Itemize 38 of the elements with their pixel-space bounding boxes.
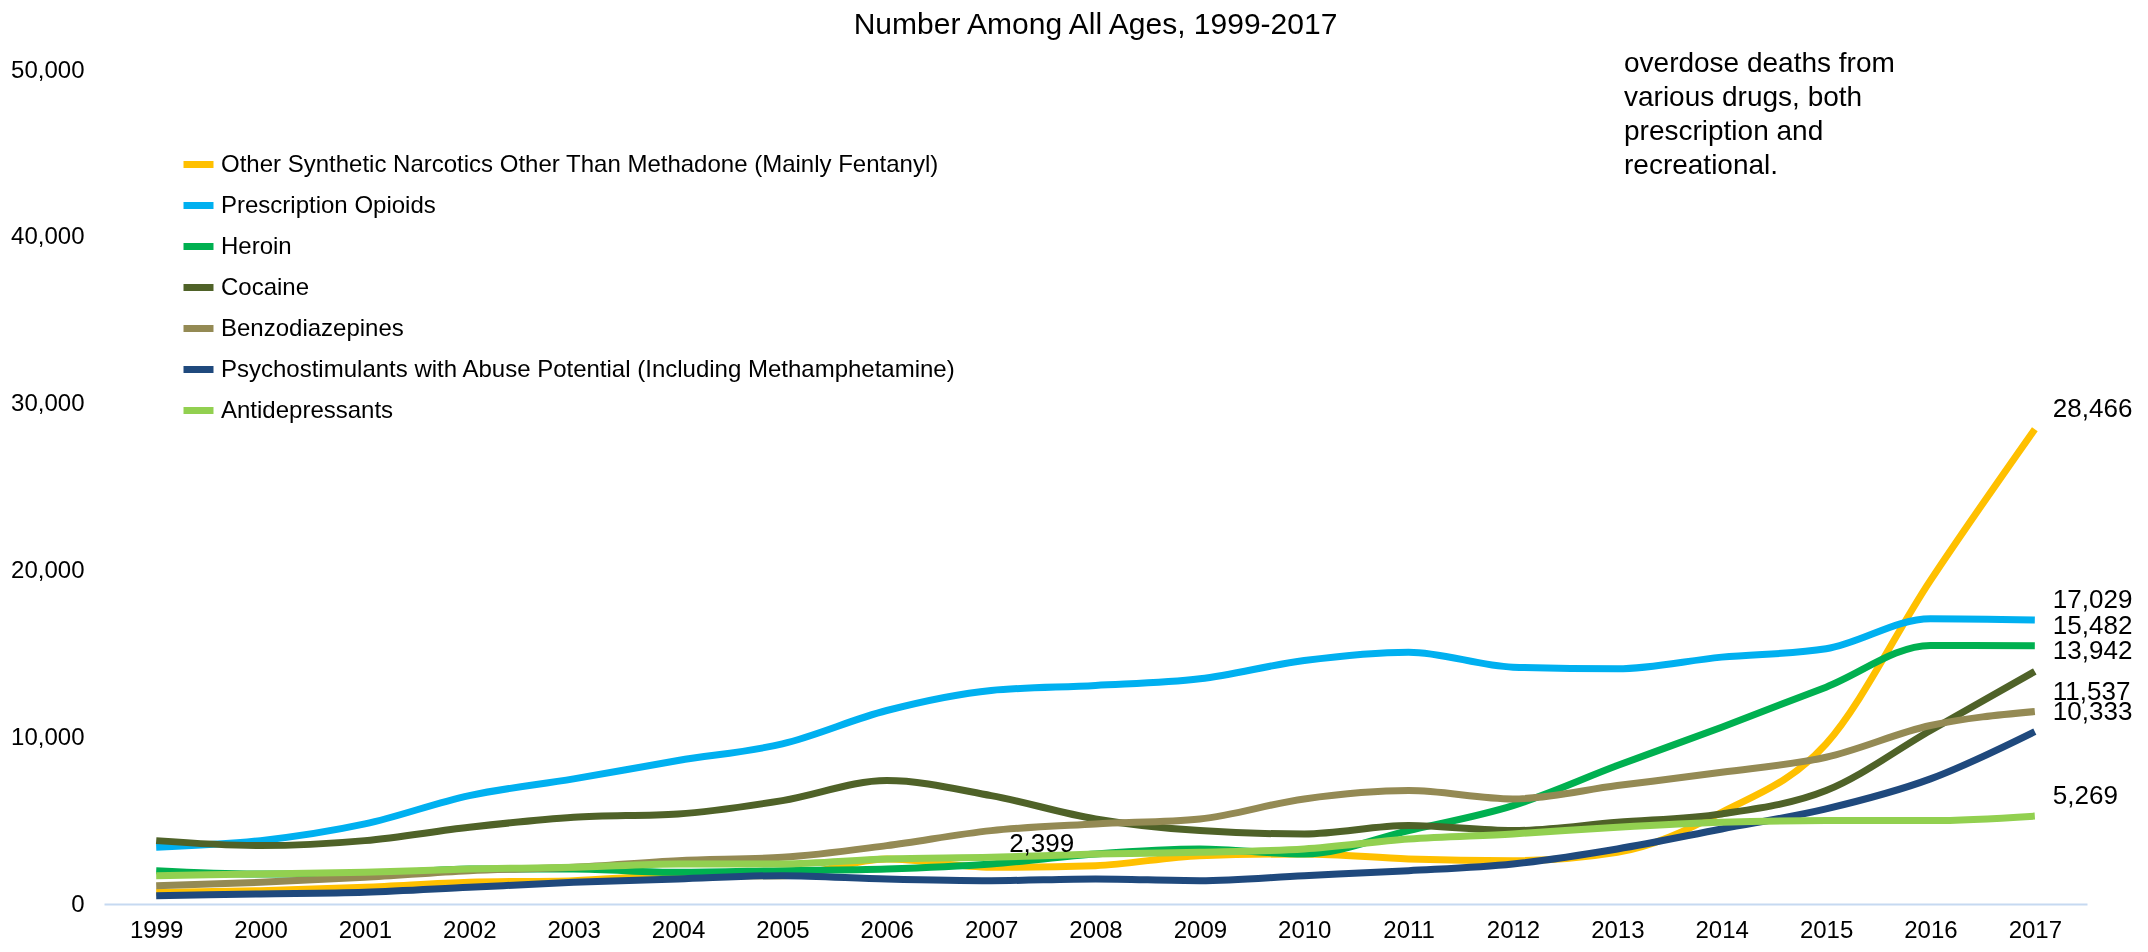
x-tick-label: 2005: [756, 915, 810, 943]
x-tick-label: 2013: [1591, 915, 1645, 943]
y-tick-label: 30,000: [11, 389, 85, 417]
annotation: overdose deaths from various drugs, both prescription and recreational.: [1624, 47, 1895, 180]
x-tick-label: 2006: [860, 915, 914, 943]
legend-label: Psychostimulants with Abuse Potential (Including Methamphetamine): [221, 354, 955, 382]
legend-label: Heroin: [221, 231, 292, 259]
legend-label: Benzodiazepines: [221, 313, 404, 341]
y-tick-label: 0: [71, 889, 85, 917]
legend-label: Cocaine: [221, 272, 310, 300]
legend-label: Other Synthetic Narcotics Other Than Methadone (Mainly Fentanyl): [221, 149, 939, 177]
y-tick-label: 40,000: [11, 222, 85, 250]
x-tick-label: 2004: [651, 915, 706, 943]
x-tick-label: 1999: [129, 915, 184, 943]
legend-label: Prescription Opioids: [221, 190, 436, 218]
chart-title: Number Among All Ages, 1999-2017: [853, 7, 1338, 40]
x-tick-label: 2007: [964, 915, 1019, 943]
x-tick-label: 2010: [1278, 915, 1332, 943]
x-tick-label: 2008: [1069, 915, 1123, 943]
y-tick-label: 50,000: [11, 55, 85, 83]
data-label: 2,399: [1009, 827, 1075, 858]
x-tick-label: 2009: [1173, 915, 1228, 943]
x-tick-label: 2015: [1799, 915, 1854, 943]
legend-label: Antidepressants: [221, 395, 394, 423]
x-tick-label: 2011: [1383, 915, 1435, 943]
x-tick-label: 2000: [234, 915, 288, 943]
x-tick-label: 2003: [547, 915, 601, 943]
data-label: 5,269: [2052, 780, 2118, 811]
x-tick-label: 2012: [1486, 915, 1541, 943]
x-tick-label: 2016: [1904, 915, 1958, 943]
data-label: 17,029: [2052, 583, 2133, 614]
data-label: 28,466: [2052, 393, 2133, 424]
x-tick-label: 2002: [443, 915, 497, 943]
x-tick-label: 2017: [2008, 915, 2063, 943]
x-tick-label: 2001: [338, 915, 393, 943]
y-tick-label: 10,000: [11, 722, 85, 750]
y-tick-label: 20,000: [11, 555, 85, 583]
x-tick-label: 2014: [1695, 915, 1749, 943]
